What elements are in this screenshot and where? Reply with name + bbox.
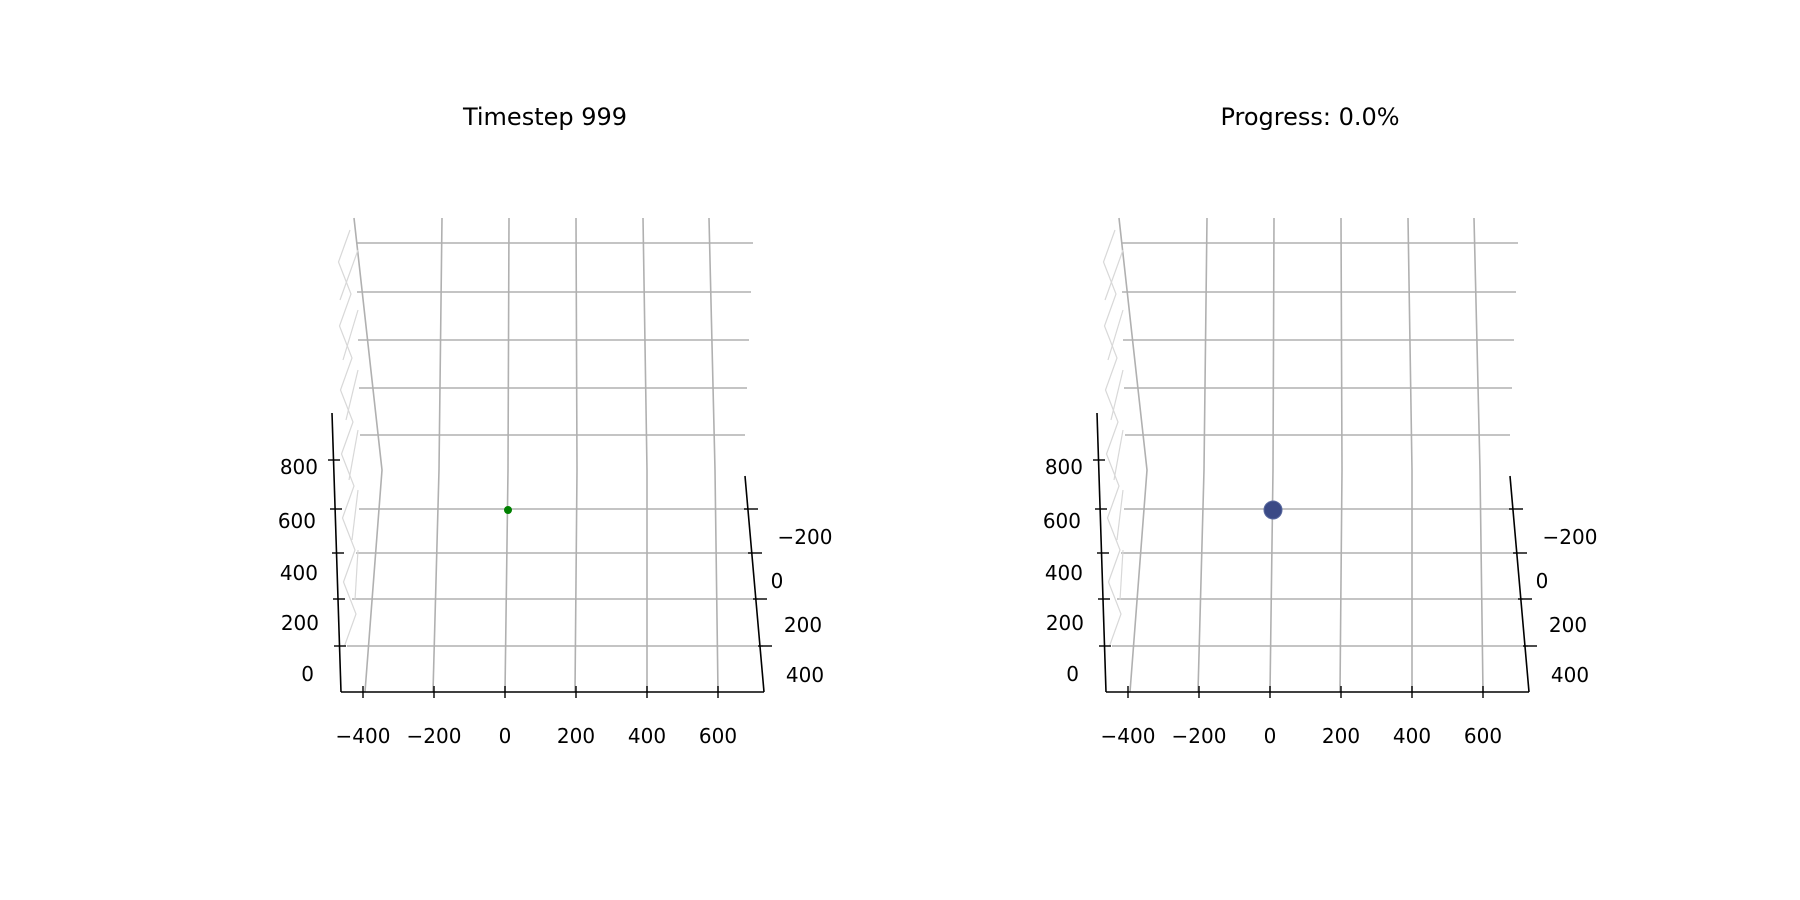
left-z-tick-label: 200 bbox=[281, 611, 319, 635]
right-x-tick-label: −400 bbox=[1101, 724, 1156, 748]
left-x-tick-label: 200 bbox=[557, 724, 595, 748]
right-z-tick-label: 0 bbox=[1066, 662, 1079, 686]
left-floor-gridline bbox=[574, 217, 578, 693]
right-3d-plot: Progress: 0.0% −400 −200 0 200 400 600−200020… bbox=[1043, 103, 1598, 748]
left-side-wall-gridline bbox=[337, 229, 357, 647]
left-data-point bbox=[504, 506, 512, 514]
right-z-tick-label: 800 bbox=[1045, 455, 1083, 479]
right-floor-gridline bbox=[1339, 217, 1343, 693]
left-y-tick-label: 400 bbox=[786, 663, 824, 687]
left-z-tick-label: 800 bbox=[280, 455, 318, 479]
right-y-tick-label: 0 bbox=[1536, 569, 1549, 593]
right-y-tick-label: −200 bbox=[1543, 525, 1598, 549]
left-x-tick-label: −200 bbox=[407, 724, 462, 748]
right-side-wall-gridline bbox=[1116, 489, 1124, 541]
left-y-tick-label: 200 bbox=[784, 613, 822, 637]
right-floor-gridline bbox=[1407, 217, 1413, 692]
left-side-wall-gridline bbox=[339, 249, 359, 301]
left-y-tick-label: 0 bbox=[771, 569, 784, 593]
right-x-tick-label: 600 bbox=[1464, 724, 1502, 748]
left-side-wall-gridline bbox=[351, 489, 359, 541]
left-z-tick-label: 400 bbox=[280, 561, 318, 585]
right-floor-gridline bbox=[1473, 217, 1484, 693]
left-floor-gridline bbox=[708, 217, 719, 693]
right-plot-title: Progress: 0.0% bbox=[1220, 103, 1399, 131]
right-side-wall-gridline bbox=[1110, 369, 1124, 421]
left-y-axis bbox=[744, 475, 765, 693]
right-x-tick-label: 400 bbox=[1393, 724, 1431, 748]
left-side-wall-gridline bbox=[348, 429, 359, 481]
right-side-wall-gridline bbox=[1102, 229, 1122, 647]
right-y-tick-label: 200 bbox=[1549, 613, 1587, 637]
left-z-tick-label: 0 bbox=[301, 662, 314, 686]
left-side-wall-gridline bbox=[354, 549, 359, 601]
left-floor-gridline bbox=[353, 217, 383, 693]
right-data-point bbox=[1263, 500, 1283, 520]
left-z-tick-label: 600 bbox=[278, 509, 316, 533]
left-side-wall-gridline bbox=[345, 369, 359, 421]
right-z-tick-label: 600 bbox=[1043, 509, 1081, 533]
right-z-tick-label: 400 bbox=[1045, 561, 1083, 585]
left-3d-plot: Timestep 999 −400 −200 0 200 400 600−20002004… bbox=[278, 103, 833, 748]
right-side-wall-gridline bbox=[1113, 429, 1124, 481]
right-z-tick-label: 200 bbox=[1046, 611, 1084, 635]
right-x-tick-label: 200 bbox=[1322, 724, 1360, 748]
left-x-tick-label: 600 bbox=[699, 724, 737, 748]
left-floor-gridline bbox=[642, 217, 648, 692]
right-x-tick-label: −200 bbox=[1172, 724, 1227, 748]
right-side-wall-gridline bbox=[1104, 249, 1124, 301]
right-floor-gridline bbox=[1269, 217, 1275, 693]
left-floor-gridline bbox=[432, 217, 443, 693]
right-side-wall-gridline bbox=[1107, 309, 1124, 361]
left-x-tick-label: −400 bbox=[336, 724, 391, 748]
right-side-wall-gridline bbox=[1119, 549, 1124, 601]
left-x-tick-label: 400 bbox=[628, 724, 666, 748]
right-floor-gridline bbox=[1197, 217, 1208, 693]
left-floor-gridline bbox=[504, 217, 510, 693]
left-plot-title: Timestep 999 bbox=[462, 103, 627, 131]
left-y-tick-label: −200 bbox=[778, 525, 833, 549]
right-floor-gridline bbox=[1118, 217, 1148, 693]
right-y-axis bbox=[1509, 475, 1530, 693]
left-x-tick-label: 0 bbox=[499, 724, 512, 748]
right-y-tick-label: 400 bbox=[1551, 663, 1589, 687]
right-x-tick-label: 0 bbox=[1264, 724, 1277, 748]
left-side-wall-gridline bbox=[342, 309, 359, 361]
